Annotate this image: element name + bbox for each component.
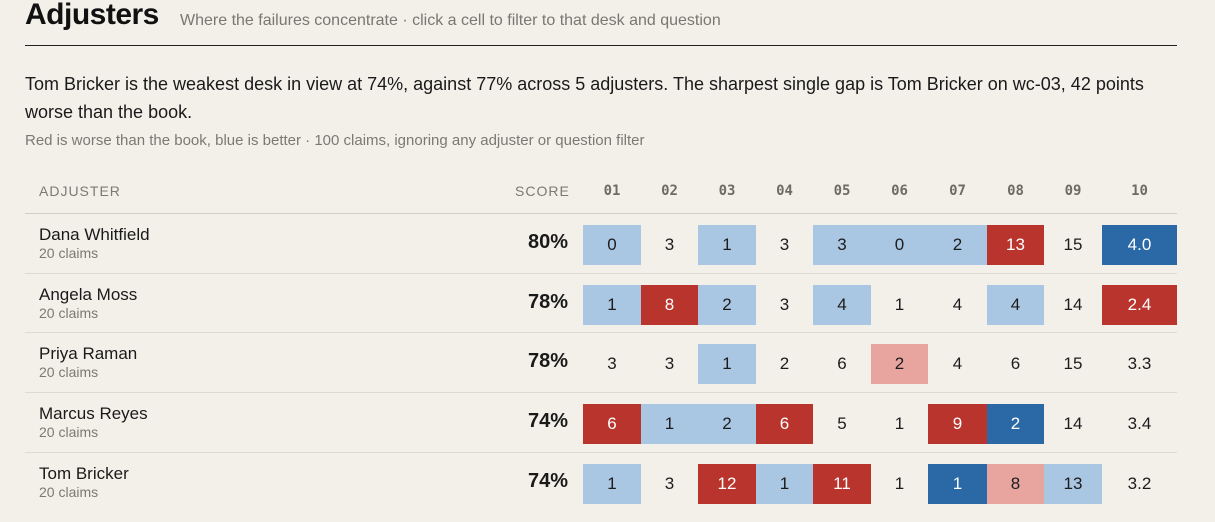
adjuster-name: Tom Bricker xyxy=(39,464,129,483)
heatmap-cell-q02[interactable]: 3 xyxy=(664,354,675,373)
page-subtitle: Where the failures concentrate · click a… xyxy=(180,12,721,29)
table-row[interactable]: Angela Moss 20 claims 78% 1 8 2 3 4 1 4 4 14 2.4 xyxy=(25,273,1177,333)
claims-count: 20 claims xyxy=(39,305,99,321)
heatmap-cell-q04[interactable]: 1 xyxy=(756,464,813,504)
adjuster-score: 80% xyxy=(527,231,568,253)
heatmap-cell-q05[interactable]: 11 xyxy=(813,464,871,504)
heatmap-cell-q09[interactable]: 14 xyxy=(1063,295,1083,314)
adjuster-name: Priya Raman xyxy=(39,344,138,363)
adjuster-score: 74% xyxy=(527,410,568,432)
heatmap-cell-q03[interactable]: 1 xyxy=(698,344,756,384)
heatmap-cell-q01[interactable]: 3 xyxy=(607,354,617,373)
heatmap-cell-q08[interactable]: 8 xyxy=(987,464,1044,504)
heatmap-cell-q07[interactable]: 4 xyxy=(952,354,963,373)
heatmap-cell-q04[interactable]: 3 xyxy=(779,235,790,254)
summary-text: Tom Bricker is the weakest desk in view … xyxy=(25,74,1144,122)
question-header-08: 08 xyxy=(1007,183,1024,199)
claims-count: 20 claims xyxy=(39,424,99,440)
heatmap-cell-q06[interactable]: 1 xyxy=(894,295,905,314)
heatmap-cell-q10[interactable]: 3.2 xyxy=(1127,474,1152,493)
heatmap-cell-q04[interactable]: 2 xyxy=(779,354,790,373)
claims-count: 20 claims xyxy=(39,245,99,261)
heatmap-cell-q09[interactable]: 13 xyxy=(1044,464,1102,504)
question-header-09: 09 xyxy=(1064,183,1082,199)
question-header-06: 06 xyxy=(891,183,908,199)
table-row[interactable]: Priya Raman 20 claims 78% 3 3 1 2 6 2 4 6 15 3.3 xyxy=(25,332,1177,392)
heatmap-cell-q09[interactable]: 14 xyxy=(1063,414,1083,433)
heatmap-cell-q07[interactable]: 2 xyxy=(928,225,987,265)
claims-count: 20 claims xyxy=(39,364,99,380)
question-header-05: 05 xyxy=(833,183,851,199)
adjuster-score: 74% xyxy=(527,470,568,492)
heatmap-cell-q03[interactable]: 1 xyxy=(698,225,756,265)
heatmap-cell-q01[interactable]: 1 xyxy=(583,285,641,325)
heatmap-cell-q05[interactable]: 5 xyxy=(837,414,847,433)
question-header-04: 04 xyxy=(776,183,793,199)
heatmap-cell-q02[interactable]: 3 xyxy=(664,474,675,493)
heatmap-cell-q05[interactable]: 4 xyxy=(813,285,871,325)
heatmap-cell-q06[interactable]: 2 xyxy=(871,344,928,384)
heatmap-cell-q01[interactable]: 1 xyxy=(583,464,641,504)
page-title: Adjusters xyxy=(25,0,159,31)
heatmap-cell-q02[interactable]: 3 xyxy=(664,235,675,254)
heatmap-cell-q07[interactable]: 1 xyxy=(928,464,987,504)
heatmap-cell-q10[interactable]: 4.0 xyxy=(1102,225,1177,265)
heatmap-cell-q02[interactable]: 8 xyxy=(641,285,698,325)
adjuster-column-header: ADJUSTER xyxy=(39,183,121,199)
adjuster-score: 78% xyxy=(527,291,568,313)
heatmap-cell-q06[interactable]: 0 xyxy=(871,225,928,265)
adjuster-name: Angela Moss xyxy=(39,285,138,304)
question-header-10: 10 xyxy=(1131,183,1148,199)
heatmap-cell-q08[interactable]: 13 xyxy=(987,225,1044,265)
heatmap-cell-q10[interactable]: 3.3 xyxy=(1127,354,1152,373)
table-row[interactable]: Marcus Reyes 20 claims 74% 6 1 2 6 5 1 9 2 14 3.4 xyxy=(25,392,1177,452)
heatmap-cell-q03[interactable]: 2 xyxy=(698,285,756,325)
question-header-01: 01 xyxy=(603,183,621,199)
question-header-02: 02 xyxy=(661,183,678,199)
heatmap-cell-q01[interactable]: 6 xyxy=(583,404,641,444)
heatmap-cell-q08[interactable]: 2 xyxy=(987,404,1044,444)
heatmap-cell-q07[interactable]: 4 xyxy=(952,295,963,314)
heatmap-cell-q07[interactable]: 9 xyxy=(928,404,987,444)
table-row[interactable]: Tom Bricker 20 claims 74% 1 3 12 1 11 1 1 8 13 3.2 xyxy=(25,452,1177,512)
heatmap-cell-q10[interactable]: 2.4 xyxy=(1102,285,1177,325)
heatmap-cell-q03[interactable]: 12 xyxy=(698,464,756,504)
table-row[interactable]: Dana Whitfield 20 claims 80% 0 3 1 3 3 0 2 13 15 4.0 xyxy=(25,213,1177,273)
heatmap-cell-q02[interactable]: 1 xyxy=(641,404,698,444)
heatmap-cell-q05[interactable]: 3 xyxy=(813,225,871,265)
heatmap-cell-q08[interactable]: 6 xyxy=(1010,354,1021,373)
heatmap-cell-q09[interactable]: 15 xyxy=(1063,354,1083,373)
heatmap-cell-q04[interactable]: 6 xyxy=(756,404,813,444)
heatmap-cell-q08[interactable]: 4 xyxy=(987,285,1044,325)
question-header-07: 07 xyxy=(949,183,966,199)
question-header-03: 03 xyxy=(718,183,736,199)
heatmap-cell-q10[interactable]: 3.4 xyxy=(1127,414,1152,433)
adjuster-name: Dana Whitfield xyxy=(39,225,150,244)
heatmap-cell-q06[interactable]: 1 xyxy=(894,414,905,433)
score-column-header: SCORE xyxy=(515,183,570,199)
heatmap-cell-q09[interactable]: 15 xyxy=(1063,235,1083,254)
heatmap-cell-q05[interactable]: 6 xyxy=(837,354,847,373)
heatmap-cell-q06[interactable]: 1 xyxy=(894,474,905,493)
legend-note: Red is worse than the book, blue is bett… xyxy=(25,132,645,149)
adjuster-score: 78% xyxy=(527,350,568,372)
heatmap-cell-q01[interactable]: 0 xyxy=(583,225,641,265)
heatmap-cell-q04[interactable]: 3 xyxy=(779,295,790,314)
section-header: Adjusters Where the failures concentrate… xyxy=(25,0,1177,46)
claims-count: 20 claims xyxy=(39,484,99,500)
heatmap-cell-q03[interactable]: 2 xyxy=(698,404,756,444)
adjuster-name: Marcus Reyes xyxy=(39,404,148,423)
